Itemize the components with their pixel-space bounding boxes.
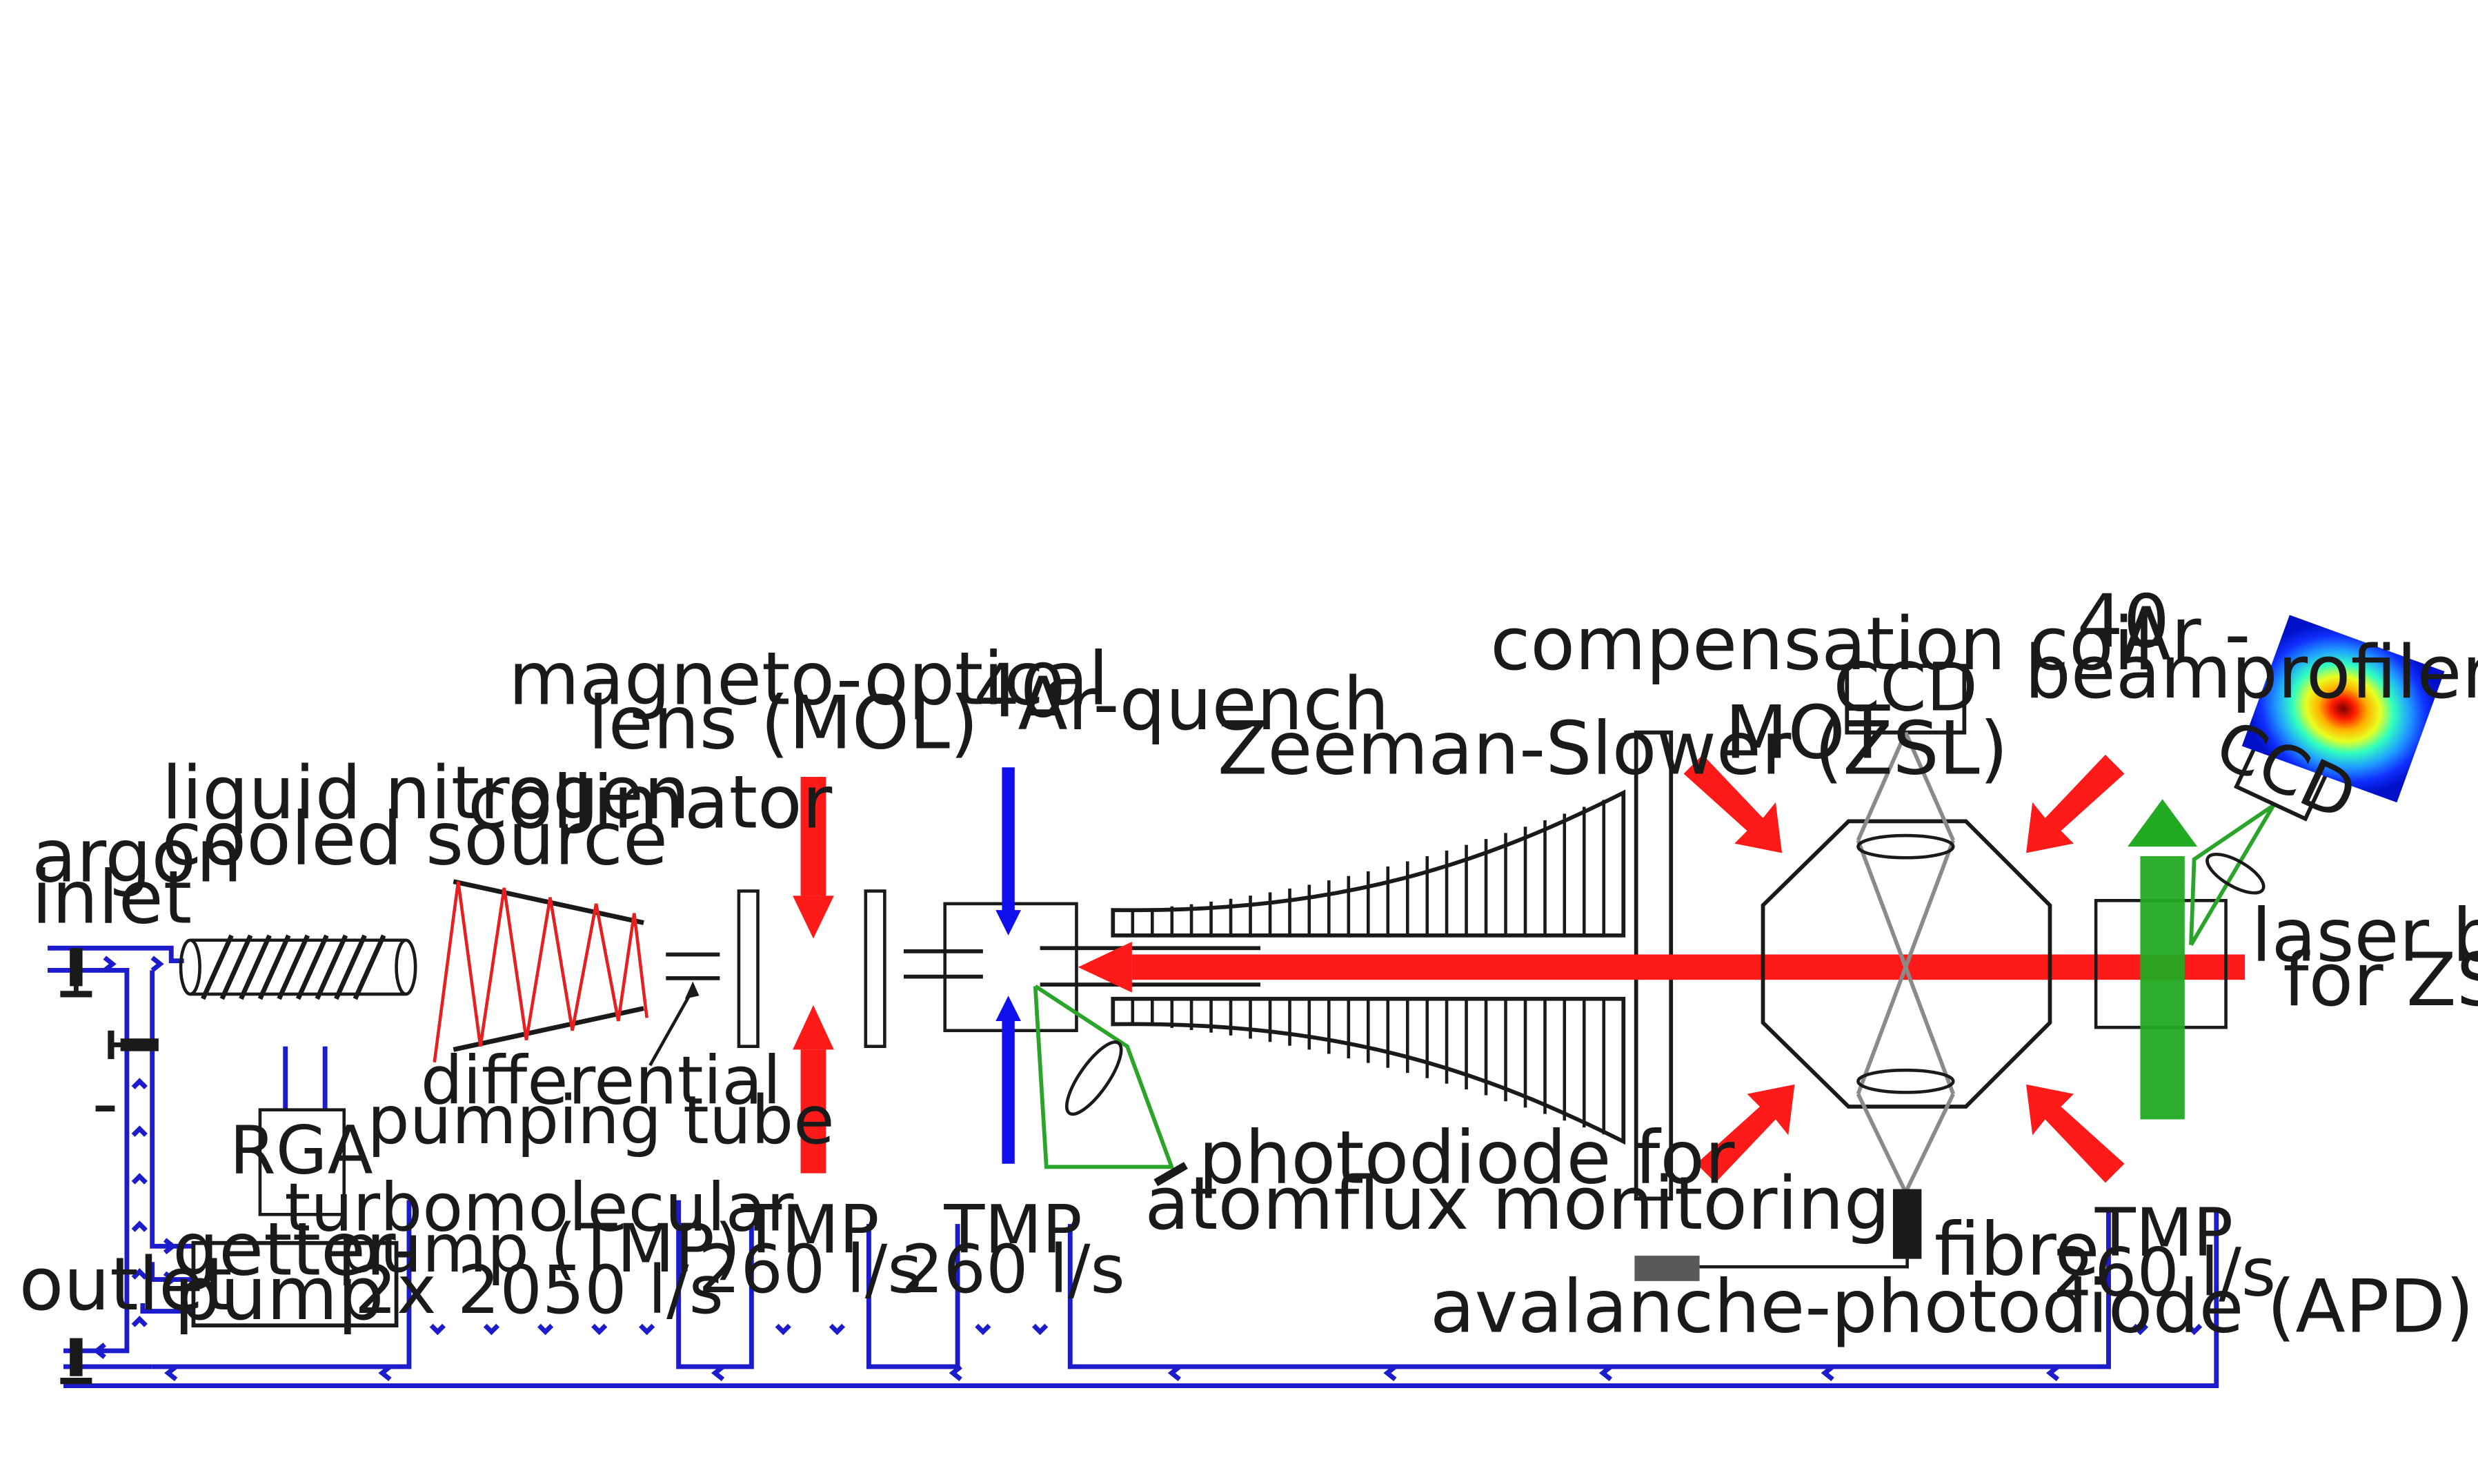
mol	[737, 777, 886, 1174]
collimator	[433, 879, 648, 1063]
tmp-label-2: 260 l/s	[901, 1230, 1124, 1308]
laser-label-1: laser beam	[2251, 893, 2478, 978]
argon-inlet-label-2: inlet	[32, 855, 192, 940]
vacuum-lines	[47, 945, 2219, 1388]
laser-label-2: for ZSL	[2283, 938, 2478, 1022]
mot-beams	[1683, 754, 2125, 1183]
photodiode-label-1: photodiode for	[1198, 1115, 1735, 1200]
outlet-label: outlet	[19, 1242, 232, 1327]
turbo-label-2: pump (TMP)	[337, 1209, 740, 1287]
dash-label: -	[92, 1061, 118, 1146]
quench-chamber	[943, 767, 1261, 1187]
tmp-label-1: TMP	[943, 1190, 1082, 1268]
apd	[1634, 1256, 1700, 1281]
diff-tube-label-2: pumping tube	[367, 1081, 834, 1159]
getter-pump-box	[191, 1240, 399, 1328]
collimator-label: collimator	[468, 760, 833, 845]
tmp-label-1: TMP	[740, 1190, 879, 1268]
beamprofiler	[2094, 615, 2445, 1120]
beamprofiler-label-2: beamprofiler	[2025, 630, 2478, 715]
photodiode-label-2: atomflux monitoring	[1144, 1161, 1890, 1246]
source-label-1: liquid nitrogen	[161, 751, 690, 835]
valve-icon[interactable]	[60, 948, 92, 998]
getter-label-2: pump	[174, 1251, 384, 1336]
tmp-label-1: TMP	[2094, 1194, 2233, 1272]
flow-arrows	[92, 956, 2203, 1382]
mol-label-1: magneto-optical	[508, 636, 1109, 721]
mol-label-2: lens (MOL)	[588, 681, 978, 766]
source-label-2: cooled source	[161, 796, 668, 881]
comp-coil-label: compensation coil	[1490, 602, 2154, 686]
mot-chamber	[1634, 664, 2125, 1281]
argon-inlet-label-1: argon	[32, 814, 242, 899]
zsl-laser-beam	[1078, 942, 2246, 993]
beamprofiler-superscript: 40	[2077, 580, 2170, 664]
valve-icon[interactable]	[60, 1338, 92, 1385]
labels: argon inlet outlet - liquid nitrogen coo…	[19, 580, 2478, 1349]
zeeman-label: Zeeman-Slower (ZSL)	[1218, 706, 2008, 791]
quench-label: Ar-quench	[1018, 662, 1389, 746]
getter-label-1: getter-	[172, 1207, 417, 1292]
turbo-label-3: 2x 2050 l/s	[355, 1251, 724, 1329]
tmp-label-2: 260 l/s	[698, 1230, 922, 1308]
valve-icon[interactable]	[108, 1030, 159, 1060]
turbo-label-1: turbomolecular	[284, 1168, 793, 1246]
tmp-label-2: 260 l/s	[2052, 1234, 2276, 1312]
rga-label: RGA	[230, 1111, 373, 1189]
beam-profile-image	[2241, 615, 2445, 803]
quench-superscript: 40	[973, 649, 1067, 734]
fibre-label: fibre	[1934, 1207, 2100, 1292]
diff-tube-label-1: differential	[421, 1041, 782, 1119]
fibre	[1892, 1189, 1922, 1259]
differential-pumping-tube	[648, 952, 720, 1067]
apd-label: avalanche-photodiode (APD)	[1430, 1264, 2474, 1349]
cooled-source	[179, 934, 417, 1000]
ccd-top-label: CCD	[1834, 649, 1978, 726]
beamprofiler-label-1: Ar -	[2121, 592, 2251, 677]
mot-label: MOT	[1725, 690, 1890, 775]
rga-connection	[283, 1046, 328, 1110]
rga-box	[258, 1108, 346, 1216]
